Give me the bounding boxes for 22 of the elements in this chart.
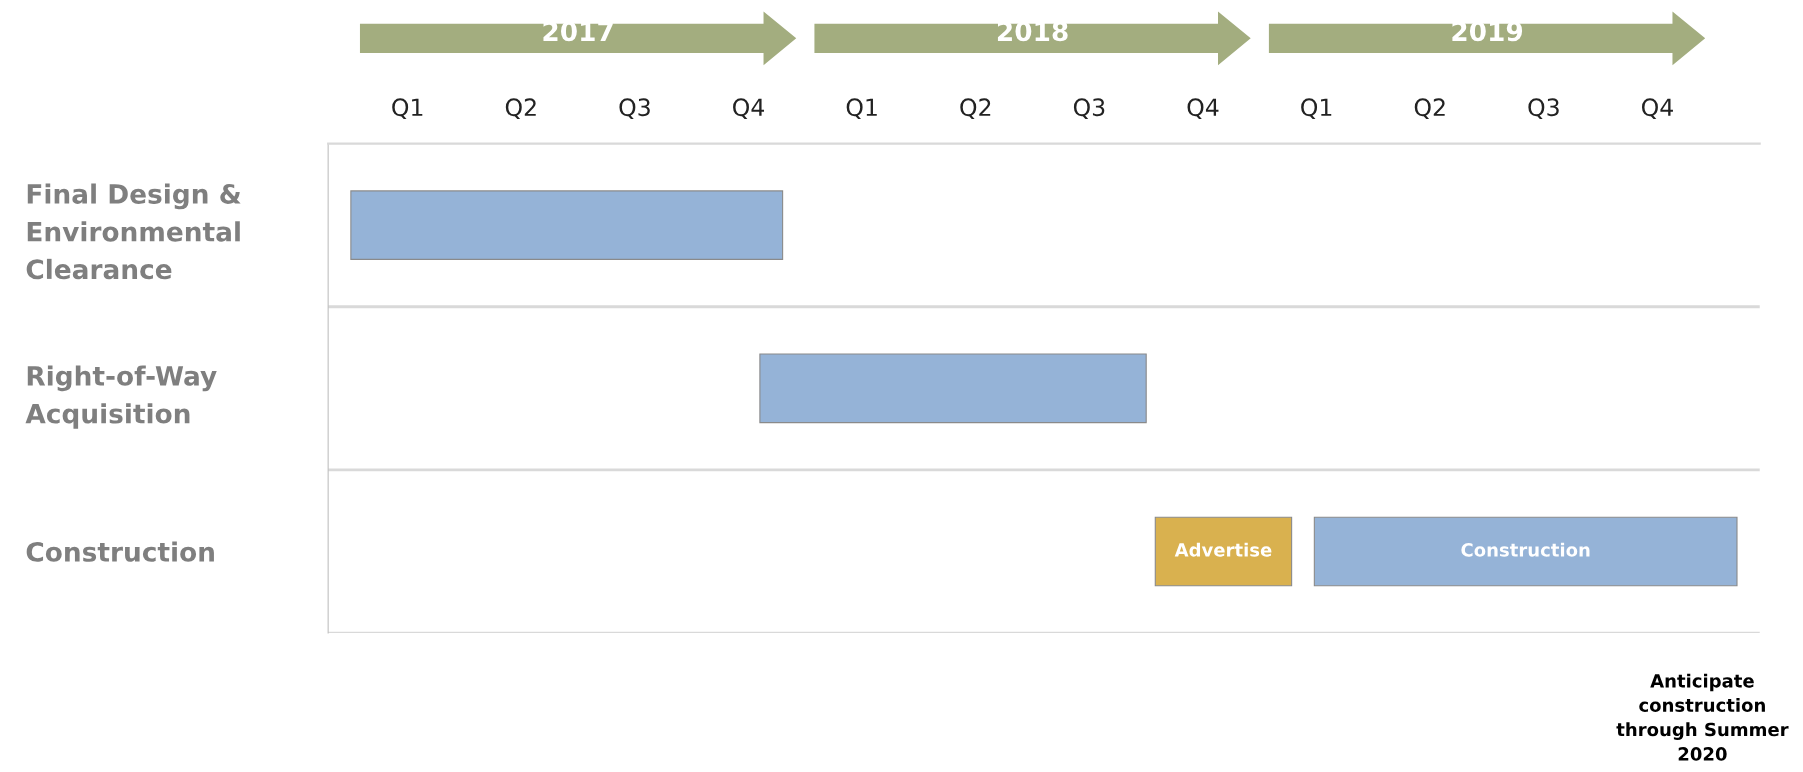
- text: Q3: [1073, 98, 1105, 119]
- text: Q1: [392, 98, 423, 119]
- text: Q3: [619, 98, 650, 119]
- text: Q4: [733, 98, 765, 119]
- text: Q2: [505, 98, 536, 119]
- text: Q4: [1641, 98, 1673, 119]
- text: Anticipate construction through Summer 2020: [1616, 673, 1789, 761]
- y-tick-label: Right-of-Way Acquisition: [25, 365, 217, 429]
- text: Q3: [1528, 98, 1559, 119]
- y-tick-label: Final Design & Environmental Clearance: [26, 183, 241, 280]
- data-label: Advertise: [1174, 542, 1272, 557]
- bar: [759, 353, 1147, 424]
- text: Q2: [960, 98, 991, 119]
- text: Q1: [1301, 98, 1332, 119]
- bar: [1313, 516, 1738, 587]
- text: Q1: [846, 98, 877, 119]
- y-tick-label: Construction: [26, 541, 214, 562]
- text: Q2: [1414, 98, 1445, 119]
- bar: [1154, 516, 1293, 587]
- data-label: Construction: [1461, 542, 1590, 557]
- bar: [350, 190, 784, 260]
- text: Q4: [1187, 98, 1219, 119]
